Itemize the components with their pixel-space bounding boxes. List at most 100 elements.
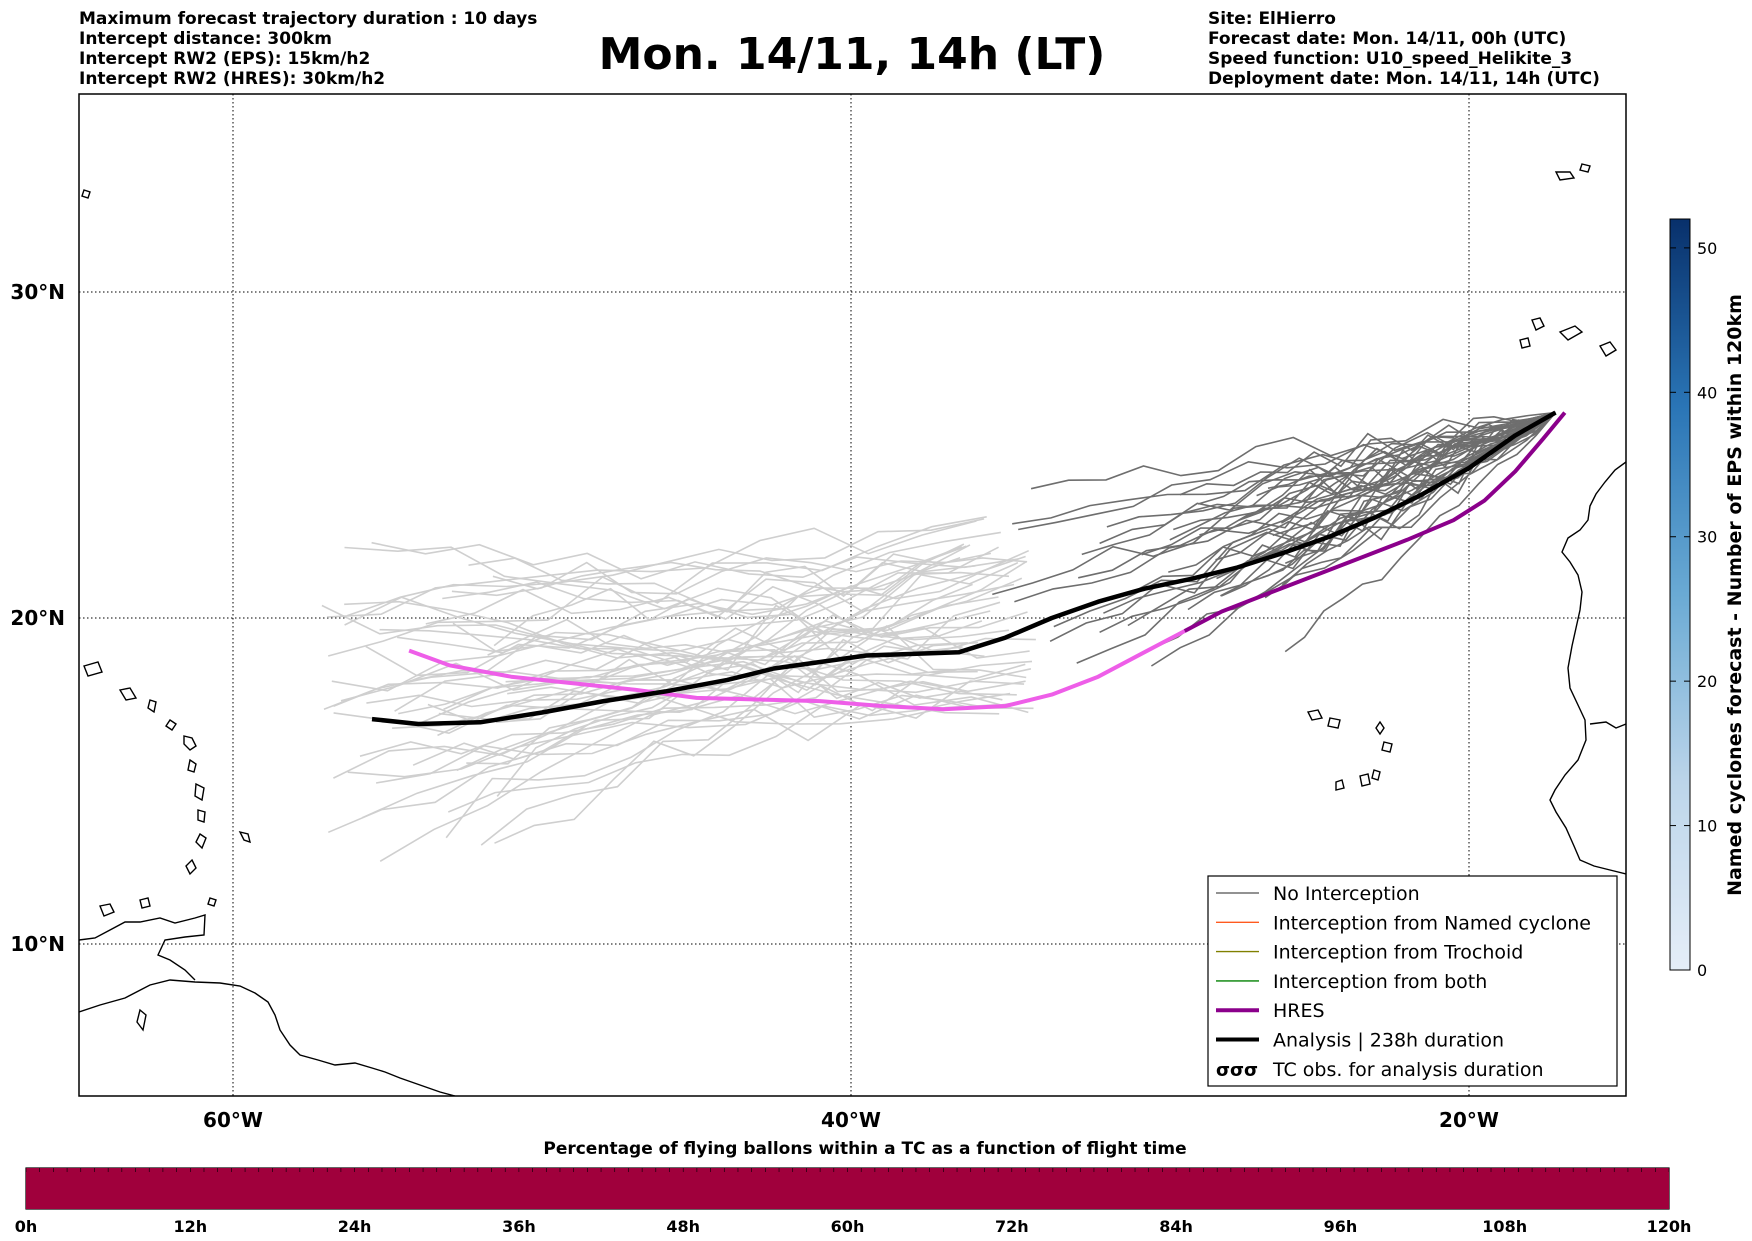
track-hres: [1183, 411, 1567, 633]
progress-tick-label: 0h: [15, 1217, 38, 1236]
header-left-line-1: Maximum forecast trajectory duration : 1…: [79, 9, 537, 29]
page-title: Mon. 14/11, 14h (LT): [599, 29, 1106, 80]
progress-tick-label: 24h: [338, 1217, 372, 1236]
legend: No Interception Interception from Named c…: [1207, 875, 1618, 1087]
track-light: [392, 658, 960, 729]
track-light: [327, 520, 977, 618]
island-13: [147, 699, 157, 714]
colorbar-tick-label: 30: [1697, 528, 1717, 547]
track-light: [466, 543, 965, 765]
lon-label: 20°W: [1439, 1108, 1499, 1132]
track-no-interception: [1169, 411, 1556, 541]
colorbar: 0 10 20 30 40 50 Named cyclones forecast - Nu…: [1669, 218, 1746, 980]
track-light: [487, 618, 964, 666]
coastline-africa: [1549, 461, 1626, 875]
progress-bar: 0h 12h 24h 36h 48h 60h 72h 84h 96h 108h 120h: [15, 1167, 1692, 1236]
legend-label: No Interception: [1273, 883, 1420, 905]
island-madeira: [1554, 171, 1576, 181]
island-10: [139, 897, 151, 909]
coastlines: [79, 163, 1626, 1096]
island-madeira-2: [1579, 163, 1591, 173]
island-cv-3: [1375, 720, 1385, 736]
lat-label: 10°N: [10, 932, 65, 956]
track-light: [495, 549, 1030, 724]
progress-tick-label: 36h: [502, 1217, 536, 1236]
track-no-interception: [1150, 412, 1557, 667]
progress-tick-label: 72h: [995, 1217, 1029, 1236]
track-light: [442, 581, 1010, 641]
colorbar-label: Named cyclones forecast - Number of EPS …: [1724, 294, 1746, 896]
track-light: [447, 692, 1011, 813]
header-left-line-4: Intercept RW2 (HRES): 30km/h2: [79, 69, 385, 89]
track-light: [425, 571, 1010, 625]
island-14: [165, 719, 177, 731]
track-light: [327, 516, 987, 657]
island-cv-5: [1359, 773, 1371, 787]
track-no-interception: [1131, 411, 1556, 594]
lon-label: 60°W: [203, 1108, 263, 1132]
coastline-south-america: [79, 979, 456, 1096]
track-light: [375, 680, 1025, 784]
legend-label: Interception from both: [1273, 971, 1487, 993]
track-light: [468, 557, 1027, 679]
header-right: Site: ElHierro Forecast date: Mon. 14/11…: [1208, 9, 1600, 89]
header-right-line-2: Forecast date: Mon. 14/11, 00h (UTC): [1208, 29, 1566, 49]
coastline-venezuela-west: [79, 914, 206, 981]
island-16: [136, 1008, 147, 1032]
track-light: [333, 680, 1026, 735]
island-11: [118, 687, 138, 701]
track-no-interception: [1281, 411, 1556, 524]
island-canary-3: [1598, 341, 1618, 357]
island-5: [195, 832, 207, 850]
colorbar-tick-label: 10: [1697, 817, 1717, 836]
island-8: [238, 830, 251, 844]
progress-tick-label: 84h: [1159, 1217, 1193, 1236]
track-main-lines: [371, 410, 1567, 727]
track-light: [344, 600, 1000, 715]
progress-tick-label: 12h: [173, 1217, 207, 1236]
progress-tick-label: 120h: [1647, 1217, 1692, 1236]
island-canary-2: [1558, 325, 1584, 341]
track-no-interception: [1256, 411, 1556, 497]
island-cv-2: [1327, 717, 1341, 729]
track-light: [366, 687, 999, 725]
track-light: [347, 518, 985, 617]
track-light: [379, 555, 1026, 862]
island-cv-1: [1306, 709, 1324, 721]
track-light: [321, 604, 1017, 696]
lat-label: 30°N: [10, 280, 65, 304]
track-light: [340, 660, 1032, 702]
track-no-interception: [1187, 411, 1556, 611]
legend-label: HRES: [1273, 1000, 1325, 1022]
track-light: [327, 544, 971, 834]
legend-label: Interception from Named cyclone: [1273, 912, 1591, 934]
island-cv-6: [1335, 779, 1345, 791]
progress-caption: Percentage of flying ballons within a TC…: [543, 1139, 1186, 1159]
longitude-labels: 60°W 40°W 20°W: [203, 1108, 1499, 1132]
track-no-interception: [1216, 411, 1557, 580]
colorbar-tick-label: 20: [1697, 672, 1717, 691]
progress-fill: [26, 1168, 1669, 1209]
track-hres-extension: [408, 629, 1186, 712]
track-light: [438, 638, 979, 720]
header-right-line-4: Deployment date: Mon. 14/11, 14h (UTC): [1208, 69, 1600, 89]
island-9: [99, 903, 115, 917]
track-no-interception: [1030, 411, 1556, 490]
track-light: [419, 583, 1015, 725]
island-1: [183, 735, 197, 751]
track-no-interception: [1267, 411, 1556, 489]
track-light: [492, 553, 1028, 594]
track-light: [371, 541, 1019, 580]
header-left-line-2: Intercept distance: 300km: [79, 29, 332, 49]
island-6: [185, 858, 197, 876]
header-left-line-3: Intercept RW2 (EPS): 15km/h2: [79, 49, 370, 69]
progress-tick-label: 48h: [666, 1217, 700, 1236]
lat-label: 20°N: [10, 606, 65, 630]
island-12: [83, 661, 103, 677]
coastline-africa-2: [1589, 721, 1626, 729]
colorbar-tick-label: 40: [1697, 383, 1717, 402]
latitude-labels: 30°N 20°N 10°N: [10, 280, 65, 956]
island-2: [187, 758, 197, 773]
header-right-line-3: Speed function: U10_speed_Helikite_3: [1208, 49, 1572, 69]
